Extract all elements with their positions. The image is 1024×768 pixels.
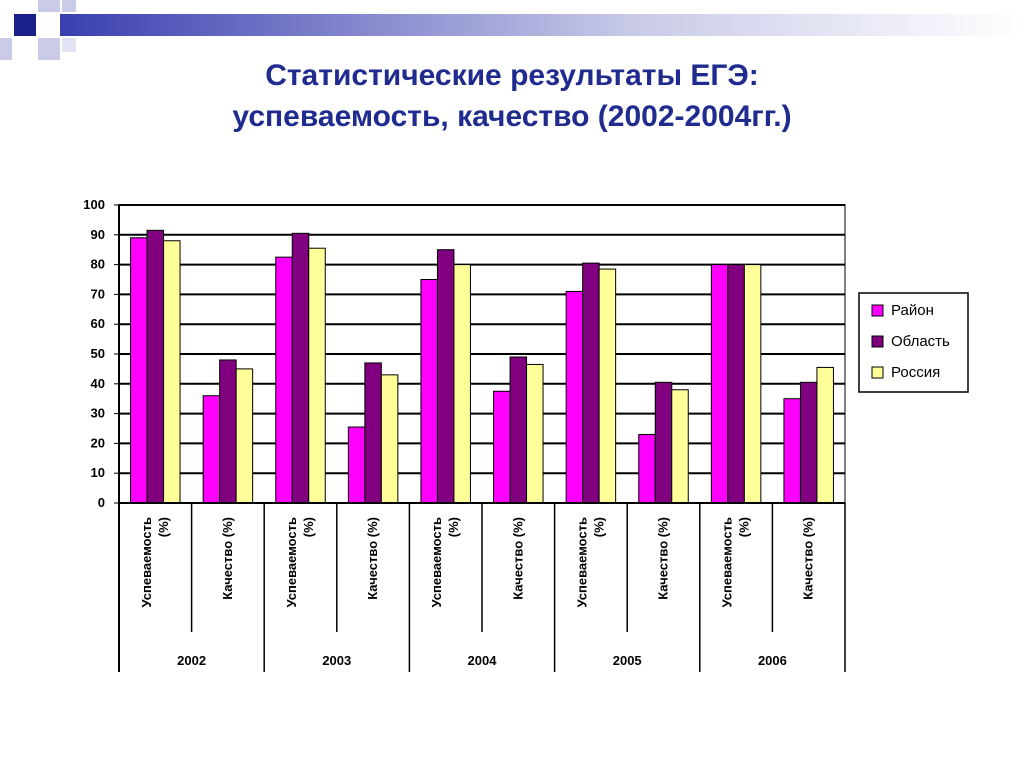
- bar-Район: [565, 290, 584, 504]
- bar-Область: [146, 229, 165, 504]
- bar-Область: [509, 356, 528, 504]
- category-label: (%): [301, 517, 316, 537]
- bar-Россия: [598, 268, 617, 504]
- bar-Россия: [671, 389, 689, 504]
- bar-Область: [291, 232, 310, 504]
- bar-Район: [638, 433, 656, 504]
- bar-Район: [493, 390, 511, 504]
- decorative-square: [38, 0, 60, 12]
- category-label: (%): [591, 517, 606, 537]
- group-label: 2005: [613, 653, 642, 668]
- bar-Район: [420, 279, 438, 504]
- category-label: Успеваемость: [284, 517, 299, 608]
- y-tick-label: 10: [91, 465, 105, 480]
- group-label: 2002: [177, 653, 206, 668]
- group-label: 2003: [322, 653, 351, 668]
- bar-Область: [436, 249, 455, 504]
- legend-label: Область: [891, 333, 950, 350]
- decorative-square: [14, 14, 36, 36]
- title-line-2: успеваемость, качество (2002-2004гг.): [232, 100, 792, 133]
- bar-Область: [799, 381, 818, 504]
- category-label: (%): [156, 517, 171, 537]
- category-label: (%): [446, 517, 461, 537]
- bar-Россия: [235, 368, 254, 504]
- bar-Область: [219, 359, 237, 504]
- bar-Область: [582, 262, 600, 504]
- bar-Россия: [526, 363, 544, 504]
- legend-label: Район: [891, 302, 934, 319]
- y-tick-label: 60: [91, 316, 105, 331]
- category-label: Качество (%): [801, 517, 816, 600]
- y-tick-label: 90: [91, 227, 105, 242]
- legend-swatch: [871, 366, 884, 379]
- bar-Россия: [453, 264, 471, 504]
- bar-Район: [710, 264, 729, 504]
- bar-Россия: [743, 264, 762, 504]
- legend-swatch: [871, 335, 884, 348]
- category-label: Успеваемость: [720, 517, 735, 608]
- y-tick-label: 40: [91, 376, 105, 391]
- bar-Россия: [308, 247, 326, 504]
- y-tick-label: 100: [83, 197, 105, 212]
- group-label: 2006: [758, 653, 787, 668]
- category-label: Успеваемость: [139, 517, 154, 608]
- bar-Россия: [380, 374, 399, 504]
- legend-swatch: [871, 304, 884, 317]
- decorative-square: [62, 0, 76, 12]
- bar-Россия: [163, 240, 181, 504]
- y-tick-label: 80: [91, 257, 105, 272]
- y-tick-label: 20: [91, 435, 105, 450]
- slide-title: Статистические результаты ЕГЭ: успеваемо…: [0, 55, 1024, 137]
- category-label: (%): [737, 517, 752, 537]
- bar-Область: [364, 362, 382, 504]
- category-label: Качество (%): [510, 517, 525, 600]
- bar-Район: [783, 398, 801, 504]
- bar-Россия: [816, 366, 834, 504]
- decorative-square: [38, 38, 60, 60]
- bar-Область: [654, 381, 673, 504]
- group-label: 2004: [468, 653, 498, 668]
- category-label: Качество (%): [220, 517, 235, 600]
- bar-Район: [202, 395, 221, 504]
- bar-Район: [130, 237, 148, 504]
- category-label: Качество (%): [365, 517, 380, 600]
- y-tick-label: 50: [91, 346, 105, 361]
- bar-Район: [347, 426, 366, 504]
- decorative-square: [0, 38, 12, 60]
- category-label: Успеваемость: [574, 517, 589, 608]
- category-label: Качество (%): [656, 517, 671, 600]
- y-tick-label: 0: [98, 495, 105, 510]
- title-line-1: Статистические результаты ЕГЭ:: [265, 59, 759, 92]
- decorative-gradient-bar: [60, 14, 1024, 36]
- y-tick-label: 30: [91, 406, 105, 421]
- category-label: Успеваемость: [429, 517, 444, 608]
- y-tick-label: 70: [91, 286, 105, 301]
- bar-Область: [727, 264, 745, 504]
- bar-Район: [275, 256, 293, 504]
- decorative-square: [62, 38, 76, 52]
- legend-label: Россия: [891, 364, 940, 381]
